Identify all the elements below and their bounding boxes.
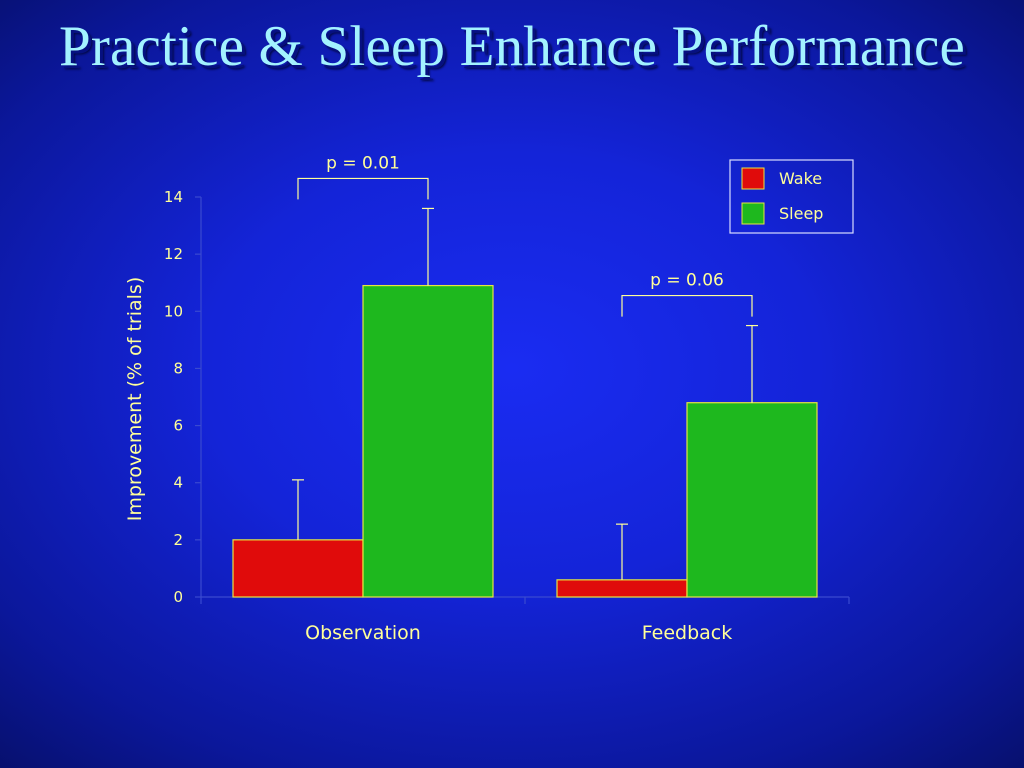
- bar-wake-feedback: [556, 579, 688, 598]
- slide-title: Practice & Sleep Enhance Performance: [58, 15, 966, 78]
- y-tick-label: 4: [173, 474, 183, 492]
- y-tick-label: 10: [164, 302, 183, 320]
- legend-swatch-wake: [741, 167, 765, 190]
- p-value-label: p = 0.06: [650, 271, 724, 291]
- chart-legend: Wake Sleep: [729, 159, 854, 234]
- bar-wake-observation: [232, 539, 364, 598]
- chart-bars: [232, 284, 818, 598]
- y-tick-label: 8: [173, 359, 183, 377]
- p-value-label: p = 0.01: [326, 153, 400, 173]
- y-tick-label: 2: [173, 531, 183, 549]
- x-category-label: Observation: [305, 622, 421, 644]
- y-tick-label: 12: [164, 245, 183, 263]
- chart-annotations: p = 0.01 p = 0.06: [297, 153, 753, 317]
- bar-sleep-feedback: [686, 402, 818, 598]
- chart-error-bars: [292, 207, 758, 580]
- y-tick-label: 0: [173, 588, 183, 606]
- legend-swatch-sleep: [741, 202, 765, 225]
- x-category-label: Feedback: [642, 622, 732, 644]
- legend-box: [729, 159, 854, 234]
- y-axis-label: Improvement (% of trials): [124, 277, 146, 522]
- y-tick-label: 14: [164, 188, 183, 206]
- legend-label-sleep: Sleep: [779, 204, 823, 223]
- bar-sleep-observation: [362, 284, 494, 598]
- significance-bracket: [621, 294, 753, 317]
- significance-bracket: [297, 177, 429, 200]
- chart-axes: 0 2 4 6 8 10 12 14 Improvement (% of trials) Obse…: [124, 188, 850, 644]
- legend-label-wake: Wake: [779, 169, 822, 188]
- y-tick-label: 6: [173, 417, 183, 435]
